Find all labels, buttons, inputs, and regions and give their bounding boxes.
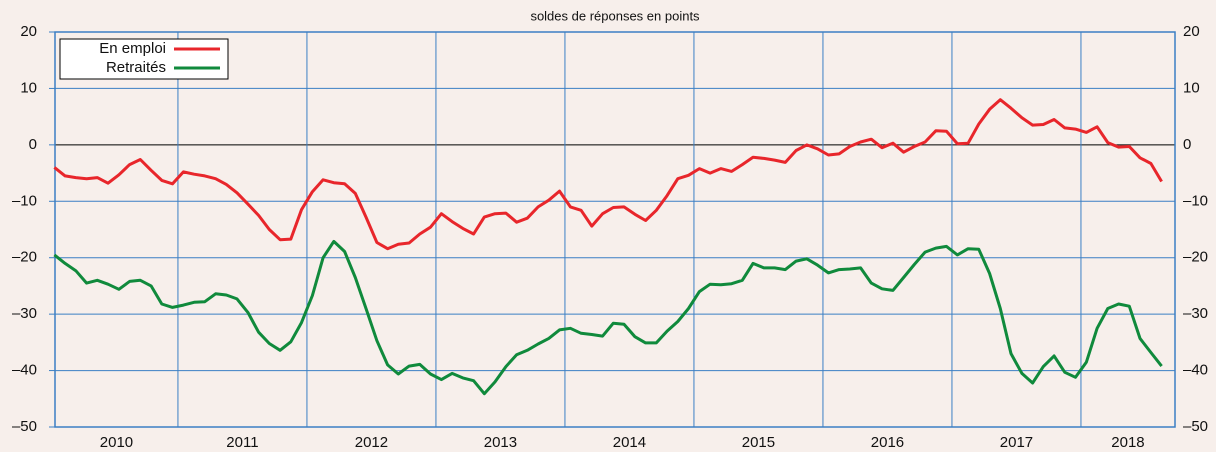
- x-tick-label: 2015: [742, 434, 775, 451]
- x-tick-label: 2018: [1111, 434, 1144, 451]
- legend-label: En emploi: [99, 40, 166, 57]
- y-tick-label: 10: [20, 79, 37, 96]
- y2-tick-label: 0: [1183, 136, 1191, 153]
- series-line: [53, 98, 1163, 251]
- y-tick-label: –10: [12, 192, 37, 209]
- y2-tick-label: –50: [1183, 418, 1208, 435]
- x-tick-label: 2017: [1000, 434, 1033, 451]
- x-tick-label: 2010: [100, 434, 133, 451]
- y2-tick-label: –30: [1183, 305, 1208, 322]
- y-tick-label: –40: [12, 362, 37, 379]
- y2-tick-label: –20: [1183, 249, 1208, 266]
- x-tick-label: 2014: [613, 434, 646, 451]
- y2-tick-label: 20: [1183, 23, 1200, 40]
- x-tick-label: 2012: [355, 434, 388, 451]
- y-tick-label: –20: [12, 249, 37, 266]
- legend-label: Retraités: [106, 59, 166, 76]
- series-line: [53, 239, 1163, 396]
- y2-tick-label: 10: [1183, 79, 1200, 96]
- plot-frame: [54, 31, 1176, 428]
- x-tick-label: 2013: [484, 434, 517, 451]
- chart-subtitle: soldes de réponses en points: [530, 8, 700, 23]
- y-tick-label: –50: [12, 418, 37, 435]
- y-tick-label: 20: [20, 23, 37, 40]
- y2-tick-label: –10: [1183, 192, 1208, 209]
- legend-box: [59, 38, 229, 80]
- y-tick-label: 0: [29, 136, 37, 153]
- y-tick-label: –30: [12, 305, 37, 322]
- x-tick-label: 2011: [226, 434, 258, 451]
- x-tick-label: 2016: [871, 434, 904, 451]
- y2-tick-label: –40: [1183, 362, 1208, 379]
